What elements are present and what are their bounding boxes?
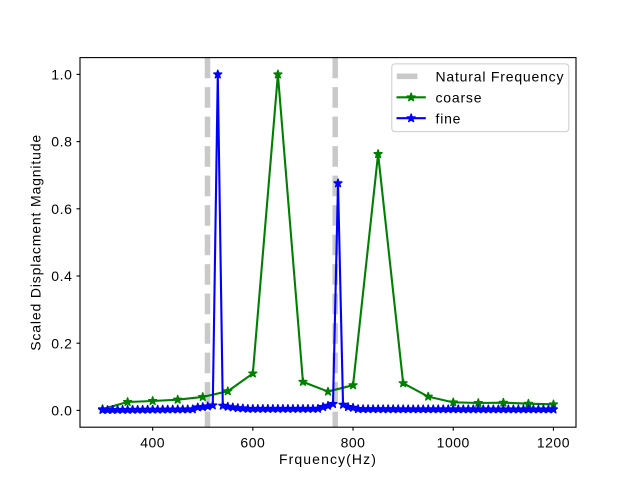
svg-text:0.4: 0.4 xyxy=(51,268,72,284)
svg-text:0.0: 0.0 xyxy=(51,403,72,419)
svg-text:1000: 1000 xyxy=(437,435,470,451)
svg-text:coarse: coarse xyxy=(436,89,483,105)
svg-text:400: 400 xyxy=(140,435,165,451)
svg-text:0.2: 0.2 xyxy=(51,335,72,351)
svg-text:Frquency(Hz): Frquency(Hz) xyxy=(279,451,377,467)
svg-text:800: 800 xyxy=(341,435,366,451)
svg-text:1200: 1200 xyxy=(537,435,570,451)
svg-text:fine: fine xyxy=(436,110,462,126)
svg-text:1.0: 1.0 xyxy=(51,67,72,83)
svg-text:0.6: 0.6 xyxy=(51,201,72,217)
svg-text:Natural Frequency: Natural Frequency xyxy=(436,68,565,84)
svg-text:600: 600 xyxy=(240,435,265,451)
svg-text:0.8: 0.8 xyxy=(51,134,72,150)
svg-text:Scaled Displacment Magnitude: Scaled Displacment Magnitude xyxy=(28,134,44,351)
